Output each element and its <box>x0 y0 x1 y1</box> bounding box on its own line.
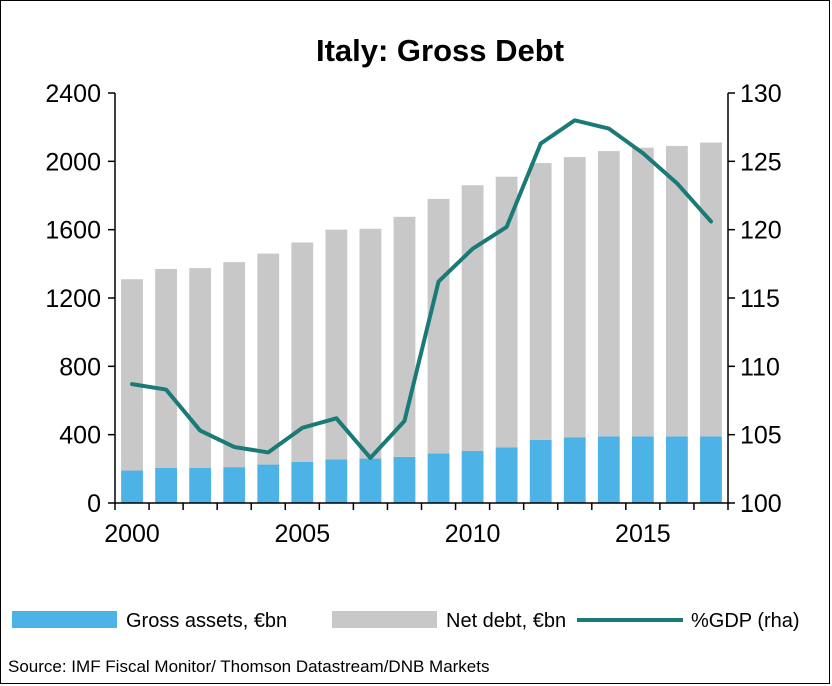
gross-assets-bar-2007 <box>359 458 382 503</box>
net-debt-bar-2011 <box>495 176 518 448</box>
gross-assets-bar-2008 <box>393 456 416 504</box>
left-axis-tick-labels: 0 400 800 1200 1600 2000 2400 <box>45 80 101 518</box>
x-tick-label: 2005 <box>274 520 330 548</box>
legend-net-debt-label: Net debt, €bn <box>446 610 566 632</box>
net-debt-bar-2000 <box>121 279 143 471</box>
line-layer <box>130 118 713 460</box>
gross-assets-bar-2014 <box>597 436 620 504</box>
left-tick-label: 400 <box>59 422 101 450</box>
axes-layer <box>108 92 735 510</box>
gdp-ratio-line <box>130 118 713 460</box>
gross-assets-bar-2003 <box>223 467 246 504</box>
gross-assets-bar-2017 <box>700 436 722 504</box>
gross-assets-bar-2002 <box>189 467 212 503</box>
net-debt-bar-2001 <box>155 268 177 468</box>
left-tick-label: 2000 <box>45 148 101 176</box>
left-tick-label: 800 <box>59 353 101 381</box>
gross-assets-bar-2001 <box>155 467 177 503</box>
left-tick-label: 2400 <box>45 80 101 108</box>
net-debt-bar-2017 <box>700 142 722 437</box>
gross-assets-bar-2016 <box>666 436 688 504</box>
left-tick-label: 1200 <box>45 285 101 313</box>
gross-assets-bar-2006 <box>325 459 348 503</box>
bars-layer <box>121 142 722 504</box>
gross-assets-bar-2005 <box>291 462 314 503</box>
gross-assets-bar-2009 <box>427 453 450 503</box>
legend-gross-assets-label: Gross assets, €bn <box>126 610 287 632</box>
x-axis-tick-labels: 2000 2005 2010 2015 <box>104 520 670 548</box>
net-debt-bar-2006 <box>325 229 348 460</box>
x-tick-label: 2000 <box>104 520 160 548</box>
source-note: Source: IMF Fiscal Monitor/ Thomson Data… <box>8 657 490 676</box>
gross-assets-bar-2004 <box>257 464 280 503</box>
left-tick-label: 0 <box>87 490 101 518</box>
gross-assets-bar-2000 <box>121 470 143 503</box>
legend-gdp-ratio-label: %GDP (rha) <box>691 610 800 632</box>
legend-gross-assets-swatch <box>12 611 117 628</box>
net-debt-bar-2014 <box>597 151 620 437</box>
right-tick-label: 125 <box>740 148 782 176</box>
net-debt-bar-2013 <box>563 157 586 438</box>
net-debt-bar-2005 <box>291 242 314 462</box>
net-debt-bar-2007 <box>359 228 382 459</box>
net-debt-bar-2009 <box>427 198 450 454</box>
net-debt-bar-2012 <box>529 163 552 440</box>
net-debt-bar-2004 <box>257 253 280 465</box>
net-debt-bar-2002 <box>189 268 212 468</box>
net-debt-bar-2016 <box>666 145 688 437</box>
legend: Gross assets, €bn Net debt, €bn %GDP (rha) <box>12 610 800 632</box>
legend-net-debt-swatch <box>332 611 437 628</box>
x-tick-label: 2015 <box>615 520 671 548</box>
right-tick-label: 110 <box>740 353 780 381</box>
net-debt-bar-2003 <box>223 262 246 468</box>
left-tick-label: 1600 <box>45 217 101 245</box>
right-tick-label: 105 <box>740 422 782 450</box>
gross-assets-bar-2013 <box>563 437 586 503</box>
right-tick-label: 130 <box>740 80 782 108</box>
right-tick-label: 120 <box>740 217 782 245</box>
gross-assets-bar-2015 <box>631 436 654 504</box>
right-tick-label: 115 <box>740 285 780 313</box>
net-debt-bar-2010 <box>461 185 484 451</box>
gross-assets-bar-2011 <box>495 447 518 503</box>
x-tick-label: 2010 <box>445 520 501 548</box>
right-axis-tick-labels: 100 105 110 115 120 125 130 <box>740 80 782 518</box>
net-debt-bar-2015 <box>631 147 654 437</box>
chart-title: Italy: Gross Debt <box>316 33 564 68</box>
gross-assets-bar-2010 <box>461 450 484 503</box>
right-tick-label: 100 <box>740 490 782 518</box>
gross-assets-bar-2012 <box>529 439 552 503</box>
